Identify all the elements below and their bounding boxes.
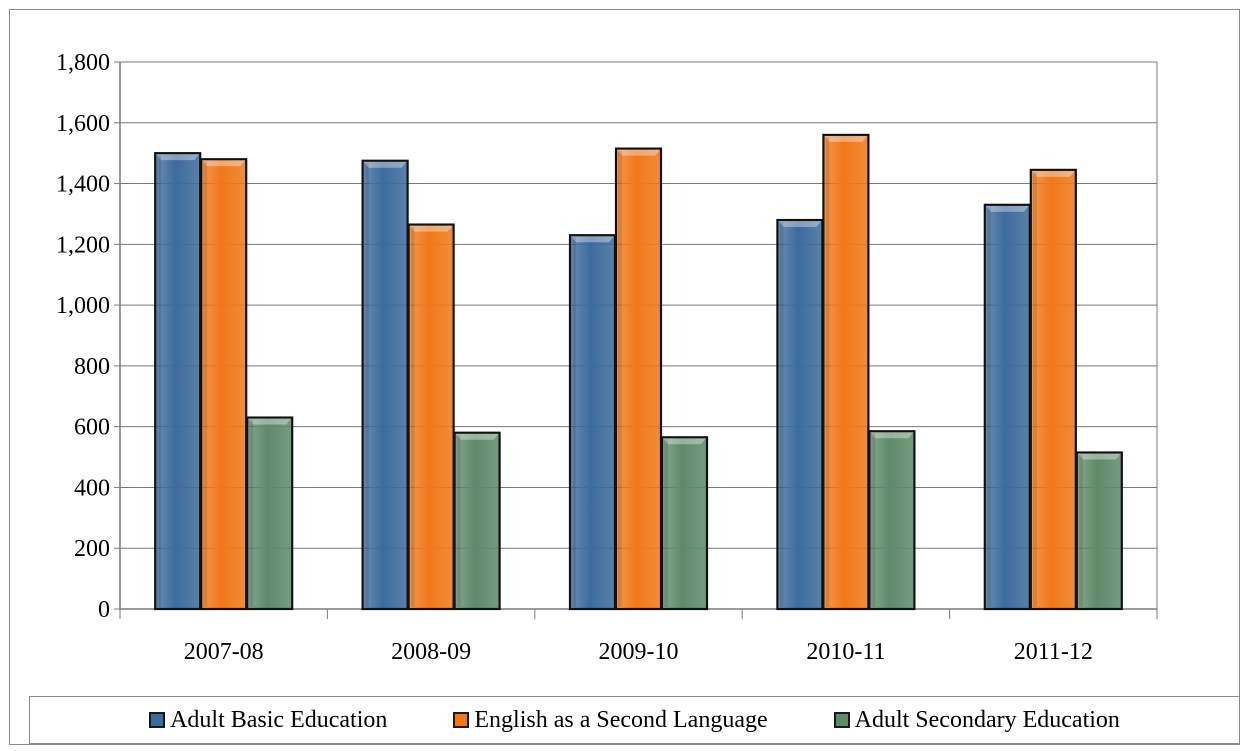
bar-bevel: [409, 225, 453, 232]
bar: [1075, 451, 1123, 611]
bar-edge-shade: [1032, 171, 1037, 607]
legend-label-series-1: Adult Basic Education: [170, 706, 388, 733]
y-tick-label: 0: [98, 597, 110, 623]
x-tick-label: 2008-09: [391, 639, 471, 665]
bar: [200, 158, 248, 611]
bar-edge-shade: [779, 222, 784, 607]
bar: [614, 147, 663, 611]
legend-item-series-1: Adult Basic Education: [149, 707, 387, 734]
bar-body: [868, 430, 916, 611]
bar-body: [660, 436, 709, 611]
bar: [246, 416, 294, 611]
bar-bevel: [1031, 170, 1075, 177]
bar-edge-shade: [364, 162, 369, 607]
bar-bevel: [202, 160, 246, 167]
x-tick-label: 2011-12: [1014, 639, 1093, 665]
y-tick-label: 800: [74, 354, 110, 380]
bar: [1029, 168, 1077, 611]
bar-bevel: [778, 221, 822, 228]
y-tick-label: 1,600: [56, 111, 110, 137]
bar-body: [776, 218, 824, 611]
bar-edge-shade: [618, 150, 622, 607]
legend-item-series-3: Adult Secondary Education: [833, 706, 1120, 734]
bar: [361, 159, 409, 611]
bar: [822, 133, 870, 611]
y-tick-label: 600: [74, 415, 110, 441]
y-tick-label: 1,800: [56, 50, 110, 76]
bar: [776, 218, 824, 611]
bar-body: [1029, 168, 1077, 611]
bar-bevel: [571, 236, 614, 243]
bar: [407, 223, 455, 611]
bar: [453, 431, 501, 611]
bar-edge-shade: [203, 161, 208, 607]
y-tick-label: 1,000: [56, 293, 110, 319]
bar-edge-shade: [410, 226, 415, 607]
bar-body: [246, 416, 294, 611]
bar-edge-shade: [249, 419, 254, 607]
bar-bevel: [663, 438, 706, 445]
bar-body: [983, 203, 1031, 611]
bar: [660, 436, 709, 611]
bar-edge-shade: [986, 206, 991, 608]
bar-bevel: [617, 149, 660, 156]
bar-bevel: [870, 432, 914, 439]
bar: [868, 430, 916, 611]
bar: [983, 203, 1031, 611]
bar-edge-shade: [1078, 454, 1083, 607]
bar-body: [200, 158, 248, 611]
x-tick-label: 2010-11: [806, 639, 885, 665]
bar-bevel: [455, 433, 499, 440]
bar-bevel: [985, 205, 1029, 212]
bar-body: [568, 234, 617, 611]
bar-body: [1075, 451, 1123, 611]
legend: Adult Basic Education English as a Secon…: [29, 696, 1240, 744]
legend-swatch-series-1: [149, 712, 166, 728]
bar: [568, 234, 617, 611]
bar-bevel: [1077, 453, 1121, 460]
x-tick-label: 2007-08: [184, 639, 264, 665]
y-tick-label: 1,200: [56, 232, 110, 258]
bar-body: [822, 133, 870, 611]
bar-edge-shade: [664, 439, 668, 607]
legend-label-series-2: English as a Second Language: [474, 706, 768, 733]
bar-bevel: [156, 154, 200, 161]
bar: [154, 152, 202, 611]
tick-labels: 0 200 400 600 800 1,000 1,200 1,400 1,600 1,800 20…: [56, 50, 1093, 665]
bar-body: [154, 152, 202, 611]
x-tick-label: 2009-10: [599, 639, 679, 665]
bar-edge-shade: [456, 434, 461, 607]
bar-edge-shade: [572, 237, 576, 607]
bar-body: [614, 147, 663, 611]
y-tick-label: 400: [74, 475, 110, 501]
bar-bevel: [248, 418, 292, 425]
bar-edge-shade: [825, 136, 830, 607]
bar-bevel: [363, 161, 407, 168]
bar-body: [361, 159, 409, 611]
y-tick-label: 1,400: [56, 172, 110, 198]
y-tick-label: 200: [74, 536, 110, 562]
legend-label-series-3: Adult Secondary Education: [854, 706, 1120, 733]
bar-bevel: [824, 135, 868, 142]
legend-item-series-2: English as a Second Language: [453, 706, 768, 734]
legend-swatch-series-3: [833, 712, 850, 728]
bar-body: [453, 431, 501, 611]
bar-edge-shade: [871, 433, 876, 607]
bars: [154, 133, 1123, 611]
legend-swatch-series-2: [453, 712, 470, 728]
bar-body: [407, 223, 455, 611]
bar-edge-shade: [157, 155, 162, 607]
